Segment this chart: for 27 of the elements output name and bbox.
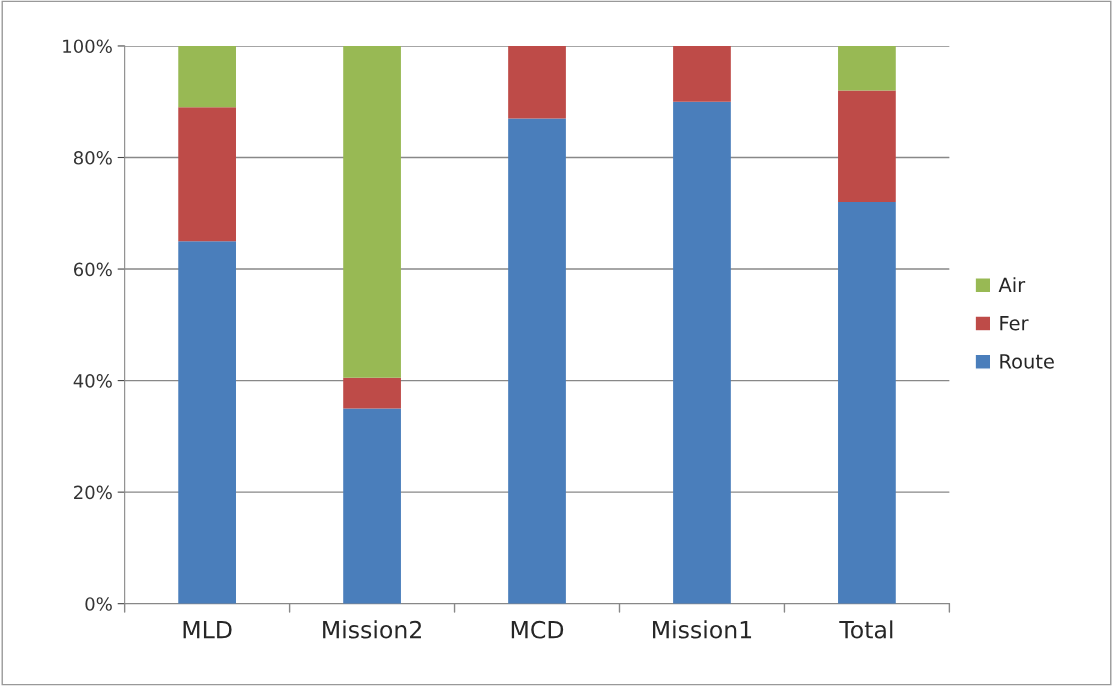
x-tick-label: Mission1 [653, 620, 752, 639]
bar [343, 408, 401, 604]
x-tick-label: Total [839, 620, 893, 639]
x-tick-label: MCD [511, 620, 564, 639]
bar [178, 241, 236, 604]
y-tick-label: 40% [73, 374, 112, 388]
bar [343, 45, 401, 378]
bar [838, 45, 896, 91]
legend-label: Fer [1000, 316, 1029, 331]
x-tick-label: Mission2 [323, 620, 421, 639]
bar [673, 101, 731, 604]
x-tick-label: MLD [183, 621, 232, 639]
legend-label: Air [998, 277, 1026, 292]
bar [508, 45, 566, 119]
y-tick-label: 100% [63, 39, 112, 54]
bar [838, 90, 896, 203]
bar [178, 45, 236, 108]
bar [343, 377, 401, 409]
y-tick-label: 80% [73, 150, 112, 165]
bar [178, 107, 236, 242]
bar [508, 118, 566, 604]
bar [673, 45, 731, 102]
bar [838, 202, 896, 604]
y-tick-label: 60% [73, 262, 112, 277]
legend-label: Route [1000, 354, 1054, 369]
y-tick-label: 0% [85, 597, 112, 611]
y-tick-label: 20% [74, 485, 112, 500]
